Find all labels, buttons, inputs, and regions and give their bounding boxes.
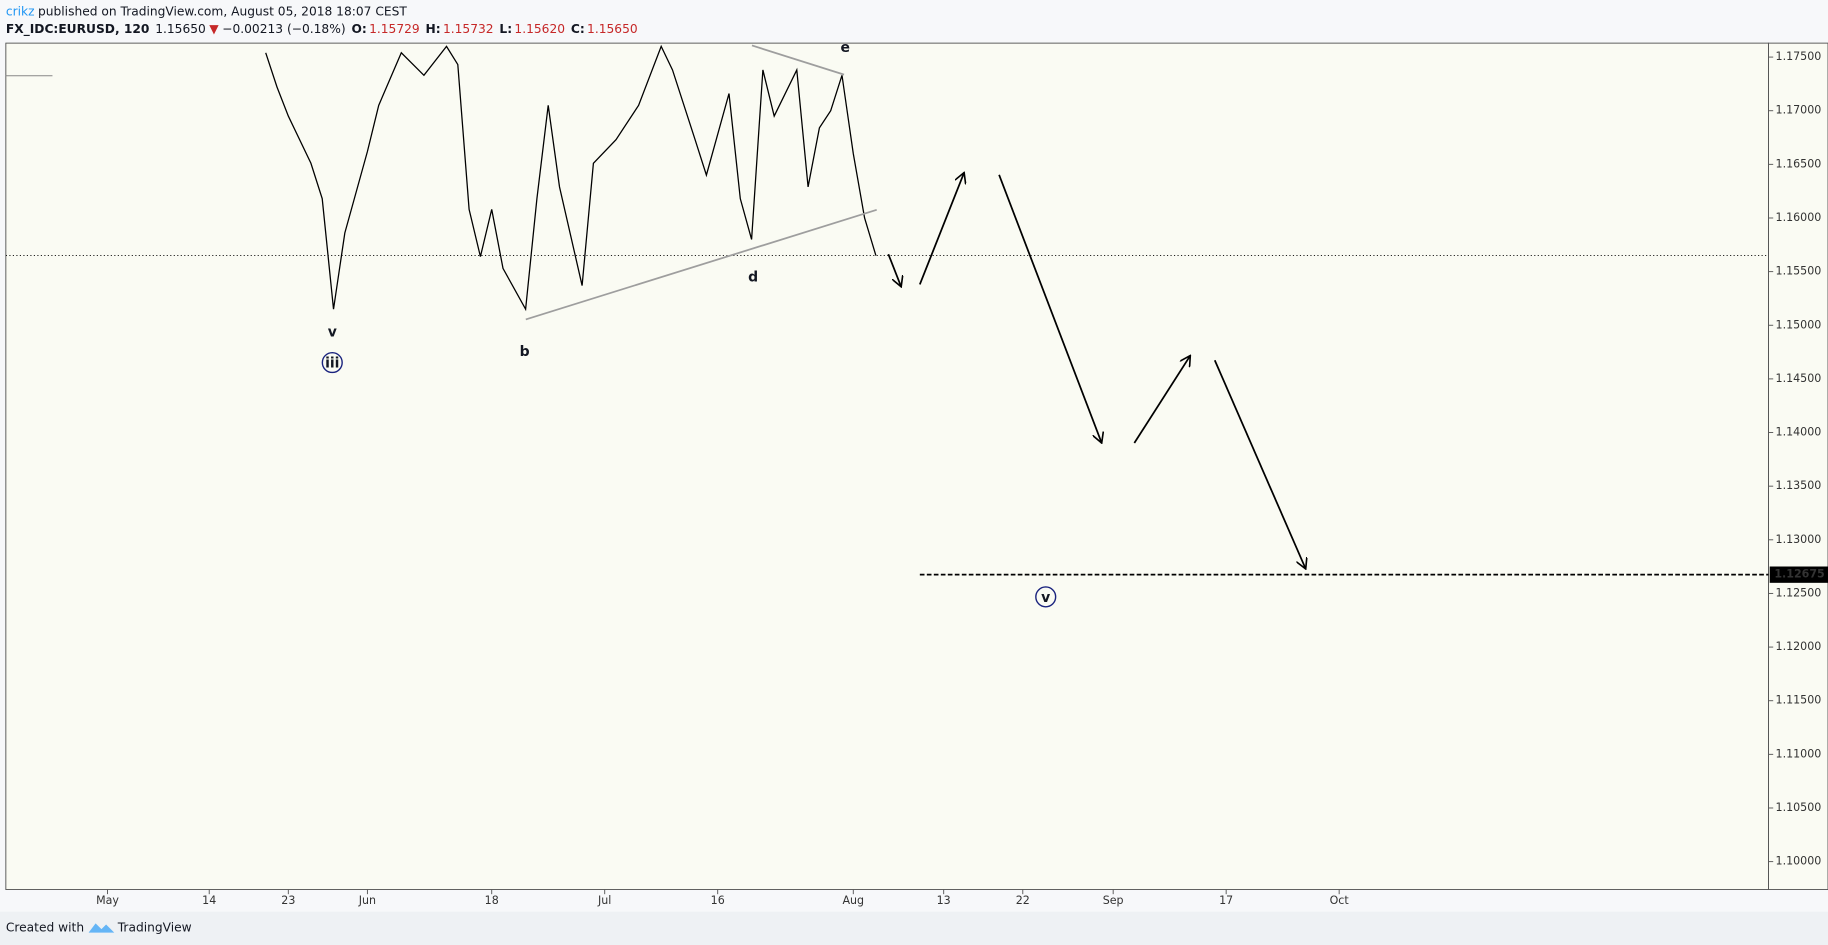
x-tick-label: 14 [202, 894, 216, 907]
y-tick-label: 1.13500 [1776, 479, 1822, 492]
wave-label: v [1041, 590, 1050, 606]
author[interactable]: crikz [6, 4, 35, 18]
target-label-box [1769, 566, 1828, 583]
y-tick-label: 1.14500 [1776, 372, 1822, 385]
high: 1.15732 [443, 22, 494, 36]
high-label: H: [426, 22, 441, 36]
plot-area [5, 42, 1770, 890]
last-price: 1.15650 [155, 22, 206, 36]
y-tick-label: 1.12500 [1776, 586, 1822, 599]
x-tick-label: 16 [711, 894, 725, 907]
arrow [998, 174, 1102, 443]
x-tick-label: 23 [281, 894, 295, 907]
low-label: L: [499, 22, 512, 36]
y-tick-label: 1.15000 [1776, 318, 1822, 331]
x-tick-label: Oct [1330, 894, 1350, 907]
x-tick-label: 18 [485, 894, 499, 907]
header-line2: FX_IDC:EURUSD, 120 1.15650 ▼ −0.00213 (−0.1… [6, 22, 638, 37]
target-label: 1.12675 [1774, 568, 1824, 581]
published: published on TradingView.com, August 05,… [38, 4, 407, 18]
close: 1.15650 [587, 22, 638, 36]
y-tick-label: 1.16000 [1776, 211, 1822, 224]
trend-line [525, 209, 877, 321]
wave-label: e [840, 40, 849, 56]
y-tick-label: 1.11500 [1776, 694, 1822, 707]
wave-label: iii [325, 356, 339, 372]
wave-circle [1035, 586, 1057, 608]
wave-label: d [748, 269, 758, 285]
y-tick-label: 1.17000 [1776, 104, 1822, 117]
x-tick-label: Jul [597, 894, 611, 907]
y-tick-label: 1.13000 [1776, 533, 1822, 546]
wave-label: b [520, 344, 530, 360]
close-label: C: [571, 22, 585, 36]
low: 1.15620 [514, 22, 565, 36]
trend-line [751, 44, 845, 76]
x-tick-label: Jun [358, 894, 376, 907]
wave-label: v [328, 324, 337, 340]
direction: ▼ [209, 22, 219, 36]
y-tick-label: 1.15500 [1776, 265, 1822, 278]
x-tick-label: Sep [1103, 894, 1124, 907]
x-tick-label: Aug [842, 894, 864, 907]
x-tick-label: 17 [1219, 894, 1233, 907]
price-axis [1768, 42, 1828, 890]
footer-text: Created with [6, 920, 84, 934]
y-tick-label: 1.10500 [1776, 801, 1822, 814]
arrow [1133, 356, 1190, 444]
symbol: FX_IDC:EURUSD, 120 [6, 22, 150, 37]
y-tick-label: 1.12000 [1776, 640, 1822, 653]
projection [887, 173, 1306, 569]
price-line [265, 44, 877, 312]
y-tick-label: 1.16500 [1776, 157, 1822, 170]
arrow [887, 253, 901, 287]
y-tick-label: 1.17500 [1776, 50, 1822, 63]
y-tick-label: 1.11000 [1776, 747, 1822, 760]
y-tick-label: 1.10000 [1776, 855, 1822, 868]
footer-brand[interactable]: TradingView [117, 920, 192, 934]
footer [0, 911, 1828, 945]
wave-circle [321, 351, 343, 374]
x-tick-label: 13 [937, 894, 951, 907]
plot-layer [5, 44, 1769, 312]
open-label: O: [351, 22, 366, 36]
x-tick-label: May [96, 894, 119, 907]
y-tick-label: 1.14000 [1776, 426, 1822, 439]
x-tick-label: 22 [1016, 894, 1030, 907]
change: −0.00213 (−0.18%) [222, 22, 345, 36]
header-line1: crikz published on TradingView.com, Augus… [6, 4, 408, 18]
arrow [919, 173, 964, 285]
logo [88, 923, 115, 933]
arrow [1213, 359, 1306, 569]
open: 1.15729 [369, 22, 420, 36]
